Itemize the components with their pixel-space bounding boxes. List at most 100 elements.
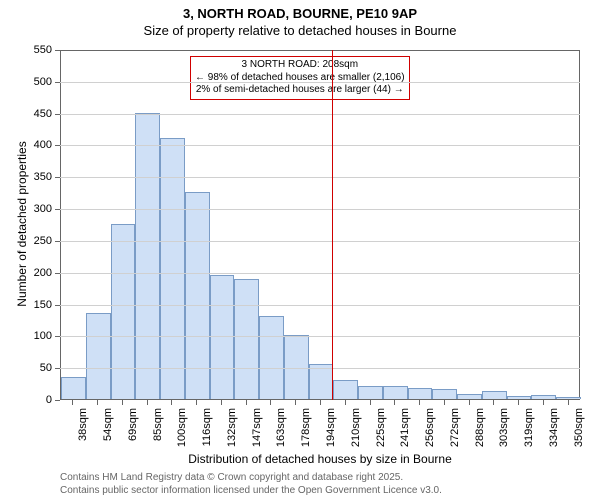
ytick-label: 200 [0, 267, 52, 279]
xtick-label: 54sqm [102, 408, 114, 468]
xtick [370, 400, 371, 405]
histogram-bar [556, 397, 581, 399]
xtick [97, 400, 98, 405]
xtick [419, 400, 420, 405]
histogram-bar [86, 313, 111, 399]
yaxis-label: Number of detached properties [15, 134, 29, 314]
histogram-bar [408, 388, 433, 399]
xtick-label: 132sqm [226, 408, 238, 468]
chart-title-block: 3, NORTH ROAD, BOURNE, PE10 9AP Size of … [0, 0, 600, 38]
histogram-bar [482, 391, 507, 399]
xtick-label: 256sqm [424, 408, 436, 468]
ytick [55, 368, 60, 369]
xtick [221, 400, 222, 405]
ytick-label: 350 [0, 171, 52, 183]
gridline [60, 368, 580, 369]
xtick-label: 163sqm [275, 408, 287, 468]
xtick-label: 147sqm [251, 408, 263, 468]
annotation-line-1: 3 NORTH ROAD: 208sqm [195, 59, 405, 72]
ytick-label: 500 [0, 76, 52, 88]
xtick-label: 241sqm [399, 408, 411, 468]
xtick [147, 400, 148, 405]
gridline [60, 114, 580, 115]
xtick-label: 210sqm [350, 408, 362, 468]
ytick-label: 550 [0, 44, 52, 56]
annotation-box: 3 NORTH ROAD: 208sqm ← 98% of detached h… [190, 56, 410, 100]
ytick [55, 241, 60, 242]
histogram-bar [259, 316, 284, 399]
gridline [60, 209, 580, 210]
xtick [543, 400, 544, 405]
gridline [60, 241, 580, 242]
footer-line-2: Contains public sector information licen… [60, 485, 442, 498]
ytick-label: 150 [0, 299, 52, 311]
ytick-label: 100 [0, 330, 52, 342]
ytick-label: 50 [0, 362, 52, 374]
histogram-bar [234, 279, 259, 399]
xtick-label: 350sqm [573, 408, 585, 468]
xtick-label: 288sqm [474, 408, 486, 468]
xtick [246, 400, 247, 405]
xtick [518, 400, 519, 405]
xtick [295, 400, 296, 405]
gridline [60, 145, 580, 146]
ytick-label: 450 [0, 108, 52, 120]
chart-title-line1: 3, NORTH ROAD, BOURNE, PE10 9AP [0, 6, 600, 21]
xtick-label: 194sqm [325, 408, 337, 468]
ytick-label: 300 [0, 203, 52, 215]
xtick-label: 178sqm [300, 408, 312, 468]
histogram-bar [61, 377, 86, 399]
ytick [55, 114, 60, 115]
marker-line [332, 50, 333, 400]
ytick [55, 145, 60, 146]
histogram-bar [358, 386, 383, 399]
histogram-bar [531, 395, 556, 399]
ytick [55, 50, 60, 51]
xtick [171, 400, 172, 405]
xtick [345, 400, 346, 405]
xtick [270, 400, 271, 405]
xtick [469, 400, 470, 405]
xtick-label: 334sqm [548, 408, 560, 468]
ytick [55, 273, 60, 274]
histogram-bar [135, 113, 160, 399]
xtick-label: 100sqm [176, 408, 188, 468]
gridline [60, 336, 580, 337]
gridline [60, 273, 580, 274]
xtick-label: 225sqm [375, 408, 387, 468]
histogram-bar [333, 380, 358, 399]
gridline [60, 177, 580, 178]
xtick [320, 400, 321, 405]
xtick [568, 400, 569, 405]
histogram-bar [309, 364, 334, 399]
ytick-label: 250 [0, 235, 52, 247]
histogram-bar [111, 224, 136, 399]
ytick-label: 0 [0, 394, 52, 406]
ytick [55, 82, 60, 83]
xtick-label: 116sqm [201, 408, 213, 468]
chart-title-line2: Size of property relative to detached ho… [0, 23, 600, 38]
ytick [55, 177, 60, 178]
histogram-bar [457, 394, 482, 399]
histogram-bar [432, 389, 457, 399]
xtick [72, 400, 73, 405]
ytick [55, 305, 60, 306]
footer-line-1: Contains HM Land Registry data © Crown c… [60, 472, 442, 485]
xtick-label: 303sqm [498, 408, 510, 468]
gridline [60, 82, 580, 83]
histogram-bar [507, 396, 532, 399]
xtick [122, 400, 123, 405]
xtick [444, 400, 445, 405]
histogram-bar [383, 386, 408, 399]
xtick-label: 319sqm [523, 408, 535, 468]
xtick [493, 400, 494, 405]
footer-attribution: Contains HM Land Registry data © Crown c… [60, 472, 442, 497]
xtick [394, 400, 395, 405]
gridline [60, 305, 580, 306]
annotation-line-3: 2% of semi-detached houses are larger (4… [195, 84, 405, 97]
ytick [55, 400, 60, 401]
plot-area [60, 50, 580, 400]
ytick [55, 209, 60, 210]
xtick-label: 69sqm [127, 408, 139, 468]
xtick-label: 85sqm [152, 408, 164, 468]
